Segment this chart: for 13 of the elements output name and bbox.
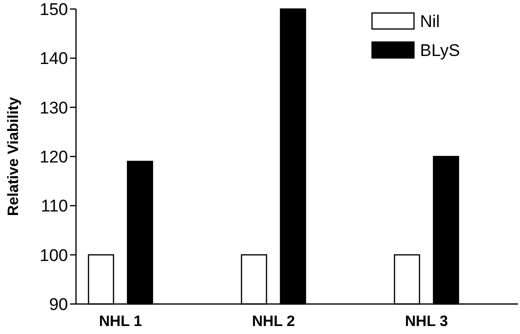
y-tick-label: 130 xyxy=(40,98,68,118)
y-tick-label: 150 xyxy=(40,0,68,19)
y-tick-label: 90 xyxy=(49,294,68,314)
x-tick-label: NHL 1 xyxy=(98,313,142,330)
y-tick-label: 110 xyxy=(40,196,68,216)
x-tick-label: NHL 2 xyxy=(252,313,296,330)
y-tick-label: 120 xyxy=(40,147,68,166)
legend-label: Nil xyxy=(420,12,440,31)
y-axis-title: Relative Viability xyxy=(5,96,22,216)
y-tick-label: 100 xyxy=(40,246,68,265)
x-tick-label: NHL 3 xyxy=(404,313,448,330)
y-tick-label: 140 xyxy=(40,49,68,68)
legend-label: BLyS xyxy=(420,40,460,60)
